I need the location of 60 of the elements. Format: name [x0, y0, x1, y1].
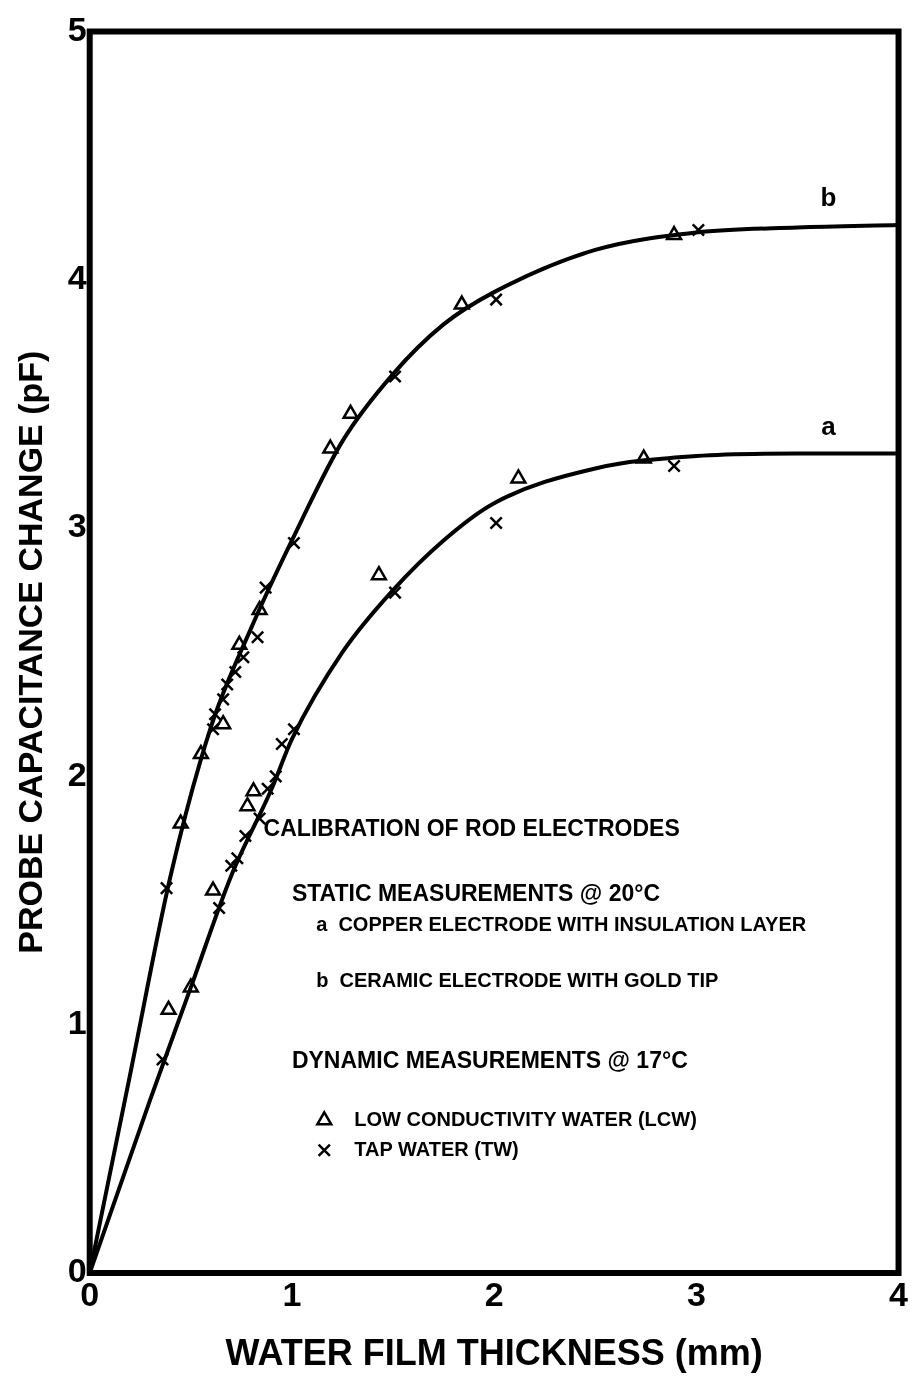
x-tick-label: 3 — [686, 1274, 706, 1313]
point — [172, 814, 189, 829]
point — [236, 650, 251, 665]
y-tick-label: 3 — [67, 506, 87, 545]
point — [251, 600, 268, 616]
point — [230, 851, 245, 866]
annotation: a COPPER ELECTRODE WITH INSULATION LAYER — [316, 912, 807, 935]
point — [260, 781, 275, 796]
legend-label: TAP WATER (TW) — [354, 1137, 519, 1160]
point — [250, 630, 265, 645]
point — [510, 469, 527, 484]
point — [489, 516, 504, 530]
x-axis-title: WATER FILM THICKNESS (mm) — [225, 1332, 763, 1374]
series-label: a — [821, 410, 837, 441]
point — [192, 744, 210, 760]
annotation: DYNAMIC MEASUREMENTS @ 17°C — [291, 1047, 688, 1074]
legend-label: LOW CONDUCTIVITY WATER (LCW) — [354, 1107, 697, 1130]
point — [388, 369, 402, 384]
point — [287, 536, 301, 550]
point — [214, 714, 232, 730]
point — [245, 782, 262, 797]
point — [224, 858, 239, 873]
y-tick-label: 4 — [67, 258, 87, 297]
point — [216, 692, 231, 707]
annotation: b CERAMIC ELECTRODE WITH GOLD TIP — [316, 968, 719, 991]
point — [287, 722, 301, 737]
point — [665, 225, 683, 241]
point — [268, 769, 283, 784]
point — [342, 404, 359, 420]
point — [322, 439, 339, 454]
annotation: STATIC MEASUREMENTS @ 20°C — [291, 879, 661, 906]
point — [635, 449, 652, 464]
x-tick-label: 2 — [484, 1274, 504, 1313]
point — [274, 737, 289, 751]
point — [220, 677, 235, 692]
point — [238, 829, 253, 843]
point — [258, 580, 273, 595]
series-label: b — [820, 182, 837, 213]
x-tick-label: 1 — [282, 1274, 302, 1313]
point — [453, 295, 470, 310]
point — [370, 565, 388, 581]
x-tick-label: 4 — [889, 1274, 909, 1313]
y-tick-label: 5 — [67, 9, 87, 48]
point — [160, 1000, 177, 1016]
point — [231, 635, 248, 650]
point — [388, 585, 402, 600]
point — [204, 881, 222, 896]
point — [212, 901, 227, 915]
y-tick-label: 1 — [67, 1003, 87, 1042]
point — [239, 796, 256, 812]
annotation: CALIBRATION OF ROD ELECTRODES — [263, 815, 680, 842]
point — [489, 292, 504, 307]
point — [691, 223, 706, 237]
y-tick-label: 2 — [67, 754, 87, 793]
point — [159, 881, 174, 896]
y-axis-title: PROBE CAPACITANCE CHANGE (pF) — [10, 350, 49, 954]
point — [155, 1052, 170, 1067]
point — [182, 978, 199, 993]
point — [228, 665, 243, 679]
point — [667, 459, 681, 473]
